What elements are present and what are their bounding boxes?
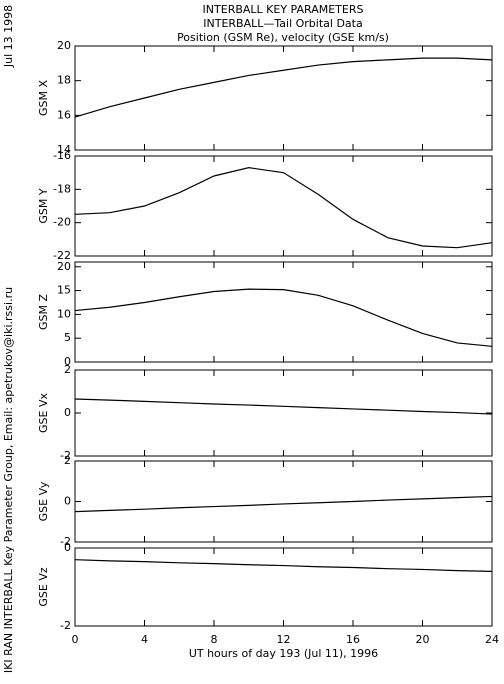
x-tick-label: 0 [72,633,79,646]
x-tick-label: 12 [277,633,291,646]
data-line [74,57,493,118]
title-line: INTERBALL—Tail Orbital Data [203,17,362,30]
y-tick-label: -18 [53,182,71,195]
y-tick-label: 15 [57,284,71,297]
y-tick-label: -2 [60,619,71,632]
data-line [74,288,493,347]
data-line [74,495,493,513]
x-tick-label: 24 [485,633,499,646]
credit: IKI RAN INTERBALL Key Parameter Group, E… [2,287,15,673]
y-tick-label: 0 [64,541,71,554]
y-tick-label: 10 [57,307,71,320]
y-tick-label: 20 [57,260,71,273]
y-tick-label: 16 [57,108,71,121]
y-tick-label: -22 [53,249,71,262]
title-line: Position (GSM Re), velocity (GSE km/s) [177,31,389,44]
x-axis-label: UT hours of day 193 (Jul 11), 1996 [189,647,378,660]
x-tick-label: 4 [141,633,148,646]
y-axis-label: GSE Vz [37,567,50,606]
y-axis-label: GSM Z [37,294,50,330]
date: Jul 13 1998 [2,5,15,68]
y-tick-label: 0 [64,406,71,419]
y-tick-label: 0 [64,355,71,368]
y-tick-label: 2 [64,363,71,376]
y-tick-label: -20 [53,216,71,229]
y-tick-label: 5 [64,331,71,344]
x-tick-label: 20 [416,633,430,646]
y-tick-label: 20 [57,39,71,52]
x-tick-label: 8 [211,633,218,646]
y-tick-label: -2 [60,535,71,548]
y-tick-label: 0 [64,495,71,508]
y-tick-label: 18 [57,74,71,87]
title-line: INTERBALL KEY PARAMETERS [203,3,364,16]
data-line [74,398,493,415]
x-tick-label: 16 [346,633,360,646]
y-axis-label: GSE Vx [37,393,50,433]
data-line [74,167,493,249]
y-tick-label: 2 [64,454,71,467]
y-axis-label: GSM X [37,80,50,116]
y-axis-label: GSM Y [37,188,50,223]
y-axis-label: GSE Vy [37,481,50,521]
data-line [74,559,493,572]
y-tick-label: -16 [53,149,71,162]
y-tick-label: -2 [60,449,71,462]
y-tick-label: 14 [57,143,71,156]
